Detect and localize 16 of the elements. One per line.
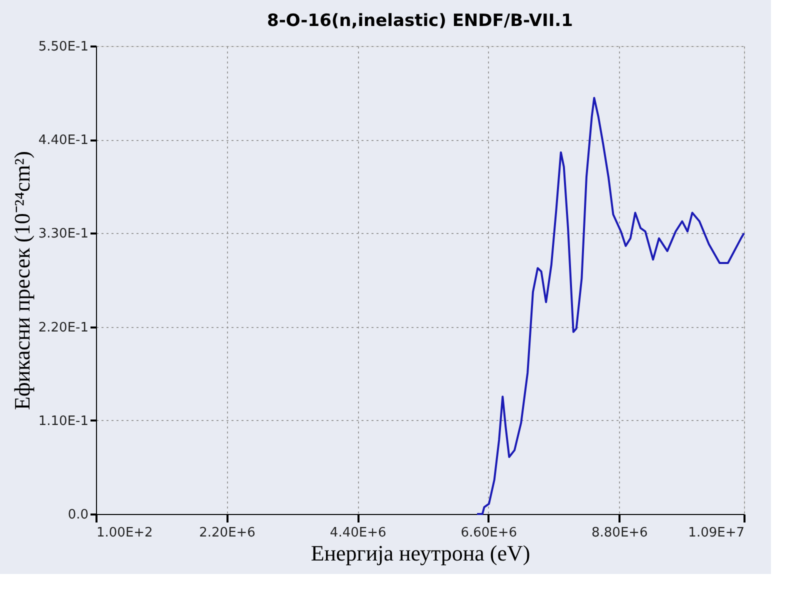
x-tick-label: 1.09E+7 [688,526,744,540]
x-axis-title: Енергија неутрона (eV) [310,540,530,566]
y-tick-label: 0.0 [68,508,88,522]
x-tick-label: 4.40E+6 [330,526,386,540]
x-tick-label: 6.60E+6 [460,526,518,540]
line-series [476,96,745,515]
y-tick-label: 2.20E-1 [38,320,88,336]
x-tick-label: 1.00E+2 [96,526,153,540]
y-tick-label: 4.40E-1 [38,133,88,148]
chart-title: 8-O-16(n,inelastic) ENDF/B-VII.1 [267,11,573,31]
y-tick-label: 5.50E-1 [38,40,88,54]
y-tick-label: 3.30E-1 [38,226,88,242]
x-tick-label: 2.20E+6 [199,526,256,540]
y-tick-label: 1.10E-1 [38,414,88,429]
y-axis-title: Ефикасни пресек (10⁻²⁴cm²) [9,151,34,410]
x-tick-label: 8.80E+6 [591,526,648,540]
